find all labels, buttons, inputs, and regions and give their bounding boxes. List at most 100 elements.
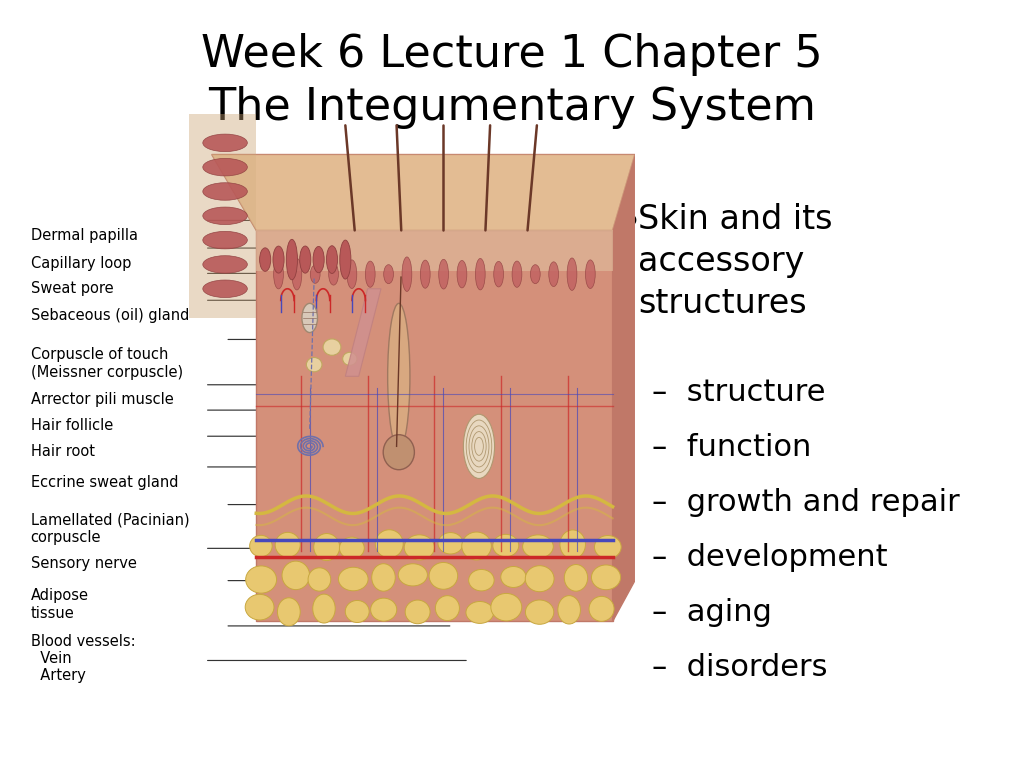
Ellipse shape [347,257,356,291]
Ellipse shape [287,240,297,280]
Ellipse shape [549,259,558,290]
Polygon shape [212,154,635,230]
Ellipse shape [371,598,396,621]
Ellipse shape [522,535,553,558]
Ellipse shape [490,594,521,621]
Ellipse shape [203,134,248,151]
Ellipse shape [203,183,248,200]
Ellipse shape [494,263,504,285]
Text: –  structure: – structure [652,378,825,407]
Ellipse shape [464,414,495,478]
Ellipse shape [567,262,577,286]
Text: Eccrine sweat gland: Eccrine sweat gland [31,475,178,490]
Polygon shape [189,114,256,318]
Ellipse shape [273,263,284,286]
Ellipse shape [586,265,595,283]
Ellipse shape [313,534,340,561]
Ellipse shape [339,568,368,591]
Text: –  growth and repair: – growth and repair [652,488,959,517]
Ellipse shape [404,535,434,560]
Ellipse shape [292,261,302,287]
Ellipse shape [312,594,335,623]
Polygon shape [212,154,635,230]
Ellipse shape [560,530,586,559]
Text: Dermal papilla: Dermal papilla [31,228,137,243]
Ellipse shape [564,564,588,591]
Ellipse shape [376,530,403,558]
Text: –  development: – development [652,543,888,572]
Ellipse shape [383,435,415,470]
Ellipse shape [402,257,412,291]
Ellipse shape [558,596,581,624]
Ellipse shape [398,564,427,586]
Ellipse shape [475,260,485,289]
Ellipse shape [345,601,370,623]
Ellipse shape [366,257,375,291]
Ellipse shape [462,532,492,560]
Text: Arrector pili muscle: Arrector pili muscle [31,392,173,408]
Ellipse shape [246,566,276,593]
Text: Artery: Artery [31,668,86,684]
Ellipse shape [343,353,357,366]
Text: Hair follicle: Hair follicle [31,418,113,433]
Ellipse shape [302,303,317,333]
Ellipse shape [310,258,321,290]
Ellipse shape [273,243,284,276]
Ellipse shape [530,262,541,286]
Text: •: • [618,203,643,245]
Ellipse shape [469,569,495,591]
Ellipse shape [340,246,351,273]
Ellipse shape [250,535,272,557]
Polygon shape [345,289,381,376]
Ellipse shape [324,339,341,356]
Ellipse shape [429,562,458,589]
Ellipse shape [372,564,395,591]
Ellipse shape [438,259,449,290]
Text: –  aging: – aging [652,598,772,627]
Text: Skin and its
accessory
structures: Skin and its accessory structures [638,203,833,320]
Ellipse shape [260,245,270,274]
Ellipse shape [282,561,309,590]
Ellipse shape [406,600,430,624]
Ellipse shape [501,567,526,588]
Ellipse shape [512,264,522,284]
Ellipse shape [339,537,365,559]
Ellipse shape [203,256,248,273]
Ellipse shape [300,247,311,273]
Ellipse shape [388,303,410,449]
Ellipse shape [493,535,519,557]
Ellipse shape [203,207,248,224]
Text: –  disorders: – disorders [652,653,827,682]
Ellipse shape [327,242,338,277]
Text: Corpuscle of touch
(Meissner corpuscle): Corpuscle of touch (Meissner corpuscle) [31,347,183,379]
Text: Hair root: Hair root [31,444,94,459]
Polygon shape [612,154,635,621]
Ellipse shape [308,568,331,591]
Ellipse shape [457,262,467,286]
Text: Blood vessels:
  Vein: Blood vessels: Vein [31,634,135,666]
Ellipse shape [435,596,460,621]
Ellipse shape [313,243,325,276]
Ellipse shape [329,264,339,284]
Ellipse shape [438,532,463,554]
Polygon shape [256,230,612,621]
Ellipse shape [384,263,393,286]
Ellipse shape [525,566,554,591]
Ellipse shape [589,597,614,621]
Ellipse shape [525,600,554,624]
Ellipse shape [275,532,300,558]
Text: Capillary loop: Capillary loop [31,256,131,271]
Ellipse shape [466,601,494,624]
Ellipse shape [245,594,274,620]
Polygon shape [256,230,612,271]
Ellipse shape [421,257,430,292]
Text: Sensory nerve: Sensory nerve [31,556,136,571]
Text: Adipose
tissue: Adipose tissue [31,588,89,621]
Ellipse shape [203,158,248,176]
Ellipse shape [595,535,622,558]
Ellipse shape [592,565,621,590]
Text: Lamellated (Pacinian)
corpuscle: Lamellated (Pacinian) corpuscle [31,512,189,545]
Text: –  function: – function [652,433,811,462]
Text: Sweat pore: Sweat pore [31,281,114,296]
Text: Sebaceous (oil) gland: Sebaceous (oil) gland [31,308,189,323]
